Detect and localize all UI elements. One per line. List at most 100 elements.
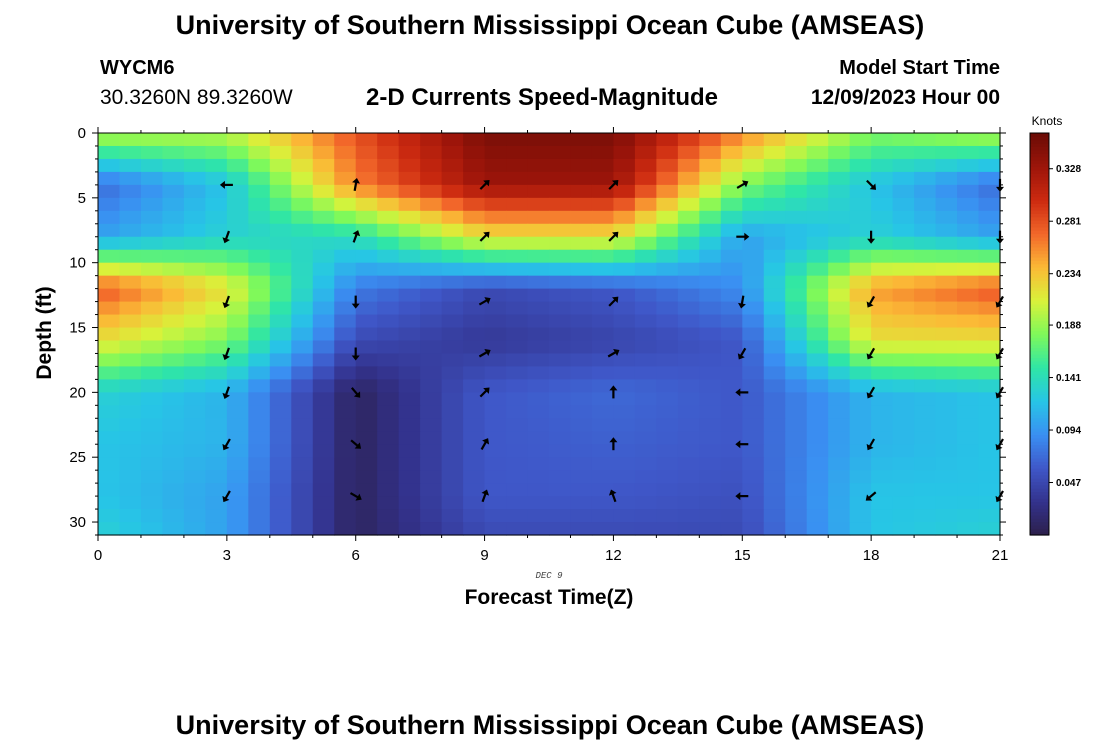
- heatmap-cell: [140, 133, 164, 147]
- heatmap-cell: [226, 431, 249, 445]
- heatmap-cell: [914, 405, 937, 419]
- heatmap-cell: [140, 366, 164, 380]
- heatmap-cell: [484, 431, 507, 445]
- heatmap-cell: [742, 431, 765, 445]
- heatmap-cell: [634, 444, 657, 458]
- heatmap-cell: [183, 457, 206, 471]
- heatmap-cell: [205, 145, 228, 160]
- heatmap-cell: [355, 158, 378, 173]
- heatmap-cell: [377, 470, 400, 484]
- colorbar-segment: [1030, 253, 1049, 258]
- heatmap-cell: [613, 470, 636, 484]
- colorbar: 0.047 0.094 0.141 0.188 0.234 0.281 0.328: [1029, 132, 1081, 536]
- heatmap-cell: [205, 236, 228, 251]
- heatmap-cell: [957, 366, 980, 380]
- heatmap-cell: [119, 444, 142, 458]
- heatmap-cell: [828, 392, 851, 406]
- heatmap-cell: [248, 509, 271, 523]
- colorbar-segment: [1030, 511, 1049, 516]
- colorbar-segment: [1030, 374, 1049, 379]
- heatmap-cell: [720, 158, 743, 173]
- heatmap-cell: [549, 158, 572, 173]
- heatmap-cell: [334, 392, 357, 406]
- heatmap-cell: [957, 327, 980, 342]
- heatmap-cell: [634, 366, 657, 380]
- heatmap-cell: [506, 249, 529, 264]
- heatmap-cell: [720, 418, 743, 432]
- heatmap-cell: [914, 353, 937, 368]
- heatmap-cell: [763, 483, 786, 497]
- heatmap-cell: [634, 288, 657, 303]
- heatmap-cell: [806, 444, 829, 458]
- colorbar-segment: [1030, 387, 1049, 392]
- heatmap-cell: [613, 262, 636, 277]
- heatmap-cell: [892, 210, 915, 225]
- heatmap-cell: [914, 470, 937, 484]
- heatmap-cell: [312, 327, 335, 342]
- heatmap-cell: [355, 379, 378, 393]
- heatmap-cell: [162, 223, 185, 238]
- heatmap-cell: [506, 210, 529, 225]
- heatmap-cell: [828, 496, 851, 510]
- colorbar-segment: [1030, 230, 1049, 235]
- heatmap-cell: [570, 275, 593, 290]
- colorbar-segment: [1030, 149, 1049, 154]
- heatmap-cell: [420, 327, 443, 342]
- heatmap-cell: [527, 392, 550, 406]
- heatmap-cell: [484, 470, 507, 484]
- heatmap-cell: [871, 483, 894, 497]
- heatmap-cell: [98, 133, 121, 147]
- current-arrow: [349, 492, 362, 501]
- heatmap-cell: [656, 418, 679, 432]
- heatmap-cell: [312, 249, 335, 264]
- heatmap-cell: [463, 431, 486, 445]
- heatmap-cell: [806, 366, 829, 380]
- heatmap-cell: [849, 314, 872, 329]
- heatmap-cell: [248, 145, 271, 160]
- heatmap-cell: [484, 353, 507, 368]
- heatmap-cell: [506, 301, 529, 316]
- heatmap-cell: [935, 418, 958, 432]
- heatmap-cell: [914, 314, 937, 329]
- heatmap-cell: [312, 184, 335, 199]
- chart-subtitle: 2-D Currents Speed-Magnitude: [366, 84, 719, 111]
- heatmap-cell: [226, 379, 249, 393]
- heatmap-cell: [312, 353, 335, 368]
- heatmap-cell: [613, 483, 636, 497]
- colorbar-segment: [1030, 256, 1049, 261]
- heatmap-cell: [248, 444, 271, 458]
- heatmap-cell: [978, 457, 1001, 471]
- heatmap-cell: [484, 133, 507, 147]
- heatmap-cell: [355, 133, 378, 147]
- heatmap-cell: [892, 522, 915, 536]
- heatmap-cell: [656, 275, 679, 290]
- heatmap-cell: [828, 522, 851, 536]
- heatmap-cell: [549, 171, 572, 186]
- heatmap-cell: [355, 470, 378, 484]
- heatmap-cell: [806, 509, 829, 523]
- heatmap-cell: [205, 392, 228, 406]
- heatmap-cell: [742, 210, 765, 225]
- heatmap-cell: [484, 392, 507, 406]
- heatmap-cell: [355, 431, 378, 445]
- heatmap-cell: [699, 249, 722, 264]
- colorbar-segment: [1030, 357, 1049, 362]
- heatmap-cell: [892, 275, 915, 290]
- colorbar-segment: [1030, 169, 1049, 174]
- heatmap-cell: [871, 522, 894, 536]
- heatmap-cell: [634, 249, 657, 264]
- heatmap-cell: [935, 366, 958, 380]
- heatmap-cell: [978, 496, 1001, 510]
- heatmap-cell: [978, 236, 1001, 251]
- heatmap-cell: [119, 353, 142, 368]
- heatmap-cell: [248, 314, 271, 329]
- heatmap-cell: [591, 223, 615, 238]
- colorbar-segment: [1030, 401, 1049, 405]
- colorbar-segment: [1030, 277, 1049, 281]
- heatmap-cell: [677, 184, 700, 199]
- heatmap-cell: [828, 444, 851, 458]
- heatmap-cell: [656, 405, 679, 419]
- heatmap-cell: [205, 249, 228, 264]
- heatmap-cell: [506, 236, 529, 251]
- heatmap-cell: [806, 470, 829, 484]
